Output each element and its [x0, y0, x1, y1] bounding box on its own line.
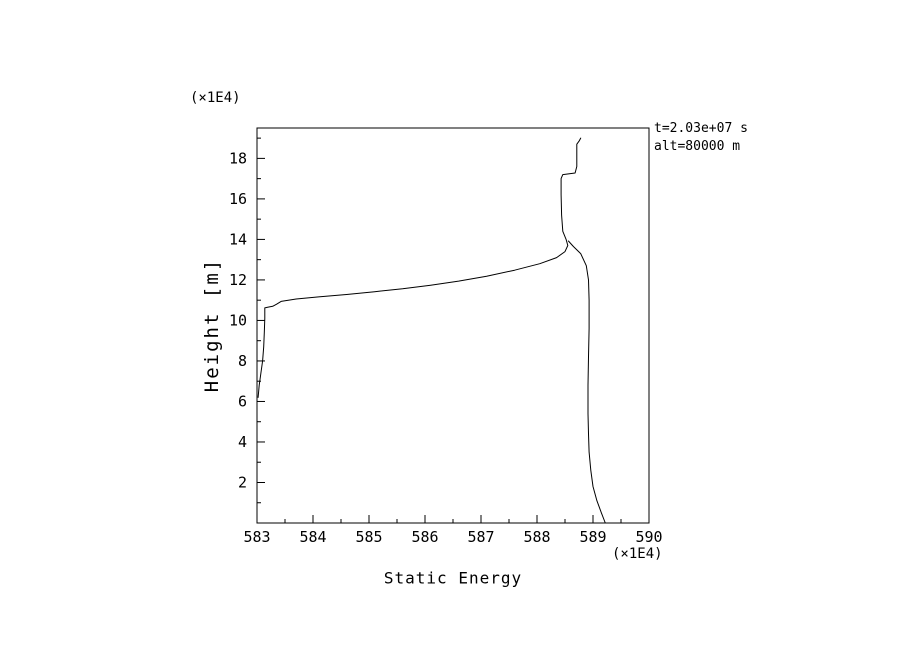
x-axis-ticks: 583 584 585 586 587 588 589 590	[243, 515, 663, 546]
x-tick-label: 589	[579, 528, 606, 546]
x-tick-label: 585	[355, 528, 382, 546]
x-tick-label: 584	[299, 528, 326, 546]
y-axis-ticks: 2 4 6 8 10 12 14 16 18	[229, 137, 265, 504]
y-tick-label: 14	[229, 230, 247, 248]
y-axis-title: Height [m]	[201, 257, 223, 393]
y-axis-unit-label: (×1E4)	[190, 90, 241, 106]
x-axis-unit-label: (×1E4)	[612, 546, 663, 562]
y-tick-label: 12	[229, 271, 247, 289]
x-tick-label: 587	[467, 528, 494, 546]
annotation-altitude: alt=80000 m	[654, 139, 741, 154]
static-energy-profile-lower	[567, 240, 606, 524]
annotation-time: t=2.03e+07 s	[654, 121, 748, 136]
y-tick-label: 18	[229, 149, 247, 167]
static-energy-profile-upper	[257, 137, 582, 398]
x-axis-title: Static Energy	[383, 568, 523, 588]
x-tick-label: 588	[523, 528, 550, 546]
y-tick-label: 2	[238, 473, 247, 491]
y-tick-label: 4	[238, 433, 247, 451]
x-tick-label: 583	[243, 528, 270, 546]
x-tick-label: 590	[635, 528, 662, 546]
y-tick-label: 10	[229, 311, 247, 329]
x-tick-label: 586	[411, 528, 438, 546]
y-tick-label: 16	[229, 190, 247, 208]
y-tick-label: 8	[238, 352, 247, 370]
y-tick-label: 6	[238, 392, 247, 410]
